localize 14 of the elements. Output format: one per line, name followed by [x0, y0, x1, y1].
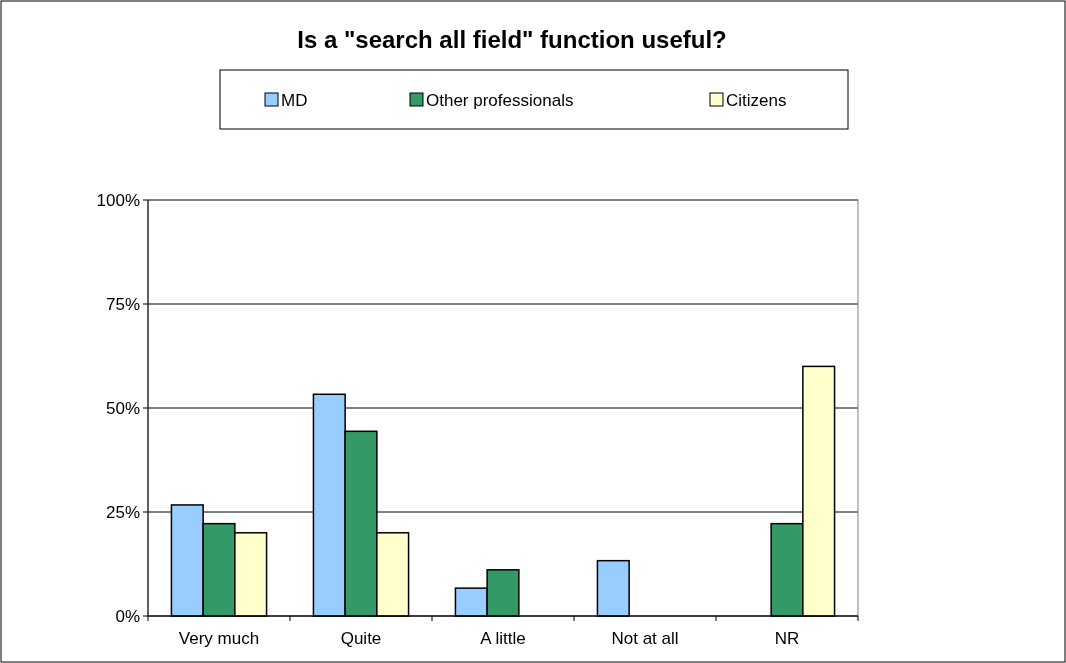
y-tick-label: 50%: [105, 399, 140, 418]
y-tick-label: 100%: [96, 191, 140, 210]
legend-label: Other professionals: [426, 91, 574, 110]
y-tick-label: 0%: [115, 607, 140, 626]
x-tick-label: Quite: [340, 629, 382, 648]
x-tick-label: Not at all: [611, 629, 679, 648]
x-tick-label: NR: [774, 629, 800, 648]
chart-title: Is a "search all field" function useful?: [297, 26, 727, 53]
legend-label: MD: [281, 91, 308, 110]
x-tick-label: Very much: [178, 629, 260, 648]
x-tick-label: A little: [480, 629, 526, 648]
y-tick-label: 75%: [105, 295, 140, 314]
y-tick-label: 25%: [105, 503, 140, 522]
legend-label: Citizens: [726, 91, 787, 110]
